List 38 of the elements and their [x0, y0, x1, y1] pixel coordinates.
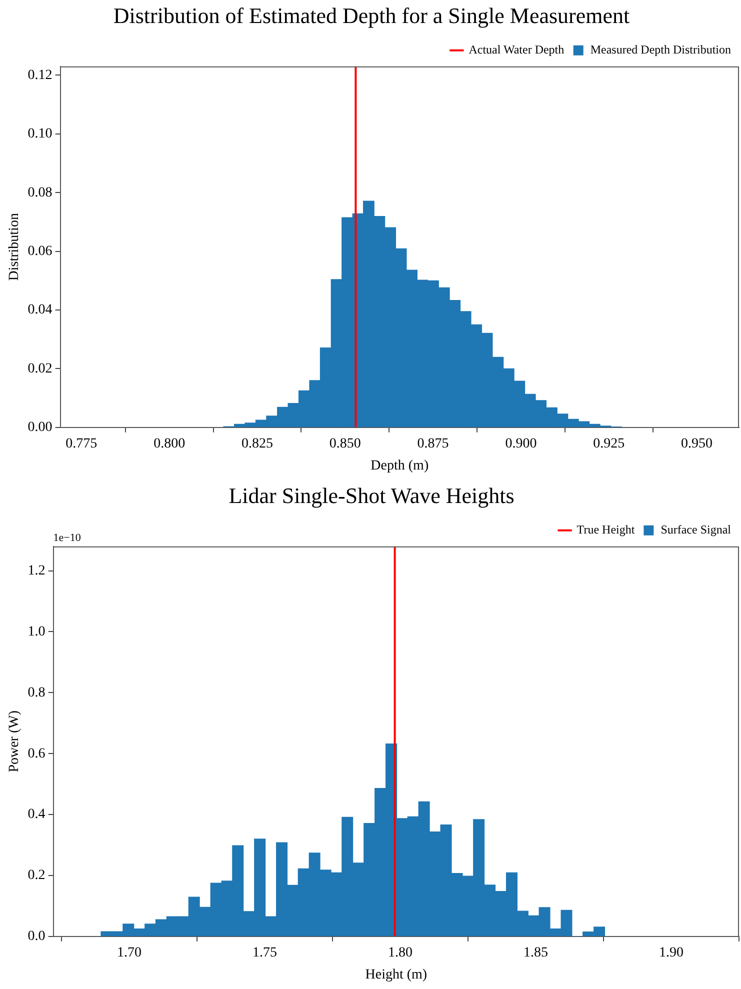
y-tick-label: 0.10: [28, 126, 52, 142]
x-tick-label: 1.80: [388, 945, 412, 960]
x-tick-label: 1.90: [658, 945, 684, 960]
y-tick-label: 0.02: [28, 361, 52, 376]
x-tick-label: 0.775: [66, 436, 98, 452]
y-tick-label: 0.04: [28, 302, 52, 318]
x-tick-label: 0.850: [329, 436, 361, 452]
y-axis-title: Power (W): [7, 710, 22, 772]
x-tick-label: 1.70: [116, 945, 142, 960]
y-tick-label: 0.08: [28, 185, 52, 200]
y-tick-label: 0.2: [28, 868, 46, 884]
chart-title: Distribution of Estimated Depth for a Single Measurement: [113, 2, 630, 28]
y-tick-label: 0.8: [28, 685, 46, 700]
x-tick-label: 0.875: [417, 436, 449, 452]
x-tick-label: 1.85: [523, 945, 548, 960]
y-axis-title: Distribution: [7, 213, 22, 281]
x-tick-label: 0.825: [241, 436, 273, 452]
legend-label: Measured Depth Distribution: [590, 42, 732, 57]
legend-label: True Height: [576, 522, 636, 537]
x-axis-title: Height (m): [365, 967, 428, 982]
x-tick-label: 1.75: [252, 945, 277, 960]
y-tick-label: 0.00: [28, 420, 52, 436]
y-tick-label: 0.4: [28, 807, 46, 822]
y-tick-label: 0.6: [28, 746, 46, 762]
y-tick-label: 1.0: [28, 624, 46, 640]
y-tick-label: 0.0: [28, 929, 46, 944]
text: 1e−10: [53, 532, 82, 544]
chart-title: Lidar Single-Shot Wave Heights: [228, 482, 514, 508]
x-tick-label: 0.900: [505, 436, 537, 452]
x-tick-label: 0.925: [593, 436, 625, 452]
x-tick-label: 0.950: [681, 436, 713, 452]
y-tick-label: 1.2: [28, 563, 46, 578]
x-axis-title: Depth (m): [370, 458, 429, 474]
x-tick-label: 0.800: [154, 436, 186, 452]
y-tick-label: 0.06: [28, 244, 52, 259]
y-tick-label: 0.12: [28, 68, 52, 83]
legend-label: Actual Water Depth: [468, 42, 564, 57]
legend-label: Surface Signal: [660, 522, 732, 537]
